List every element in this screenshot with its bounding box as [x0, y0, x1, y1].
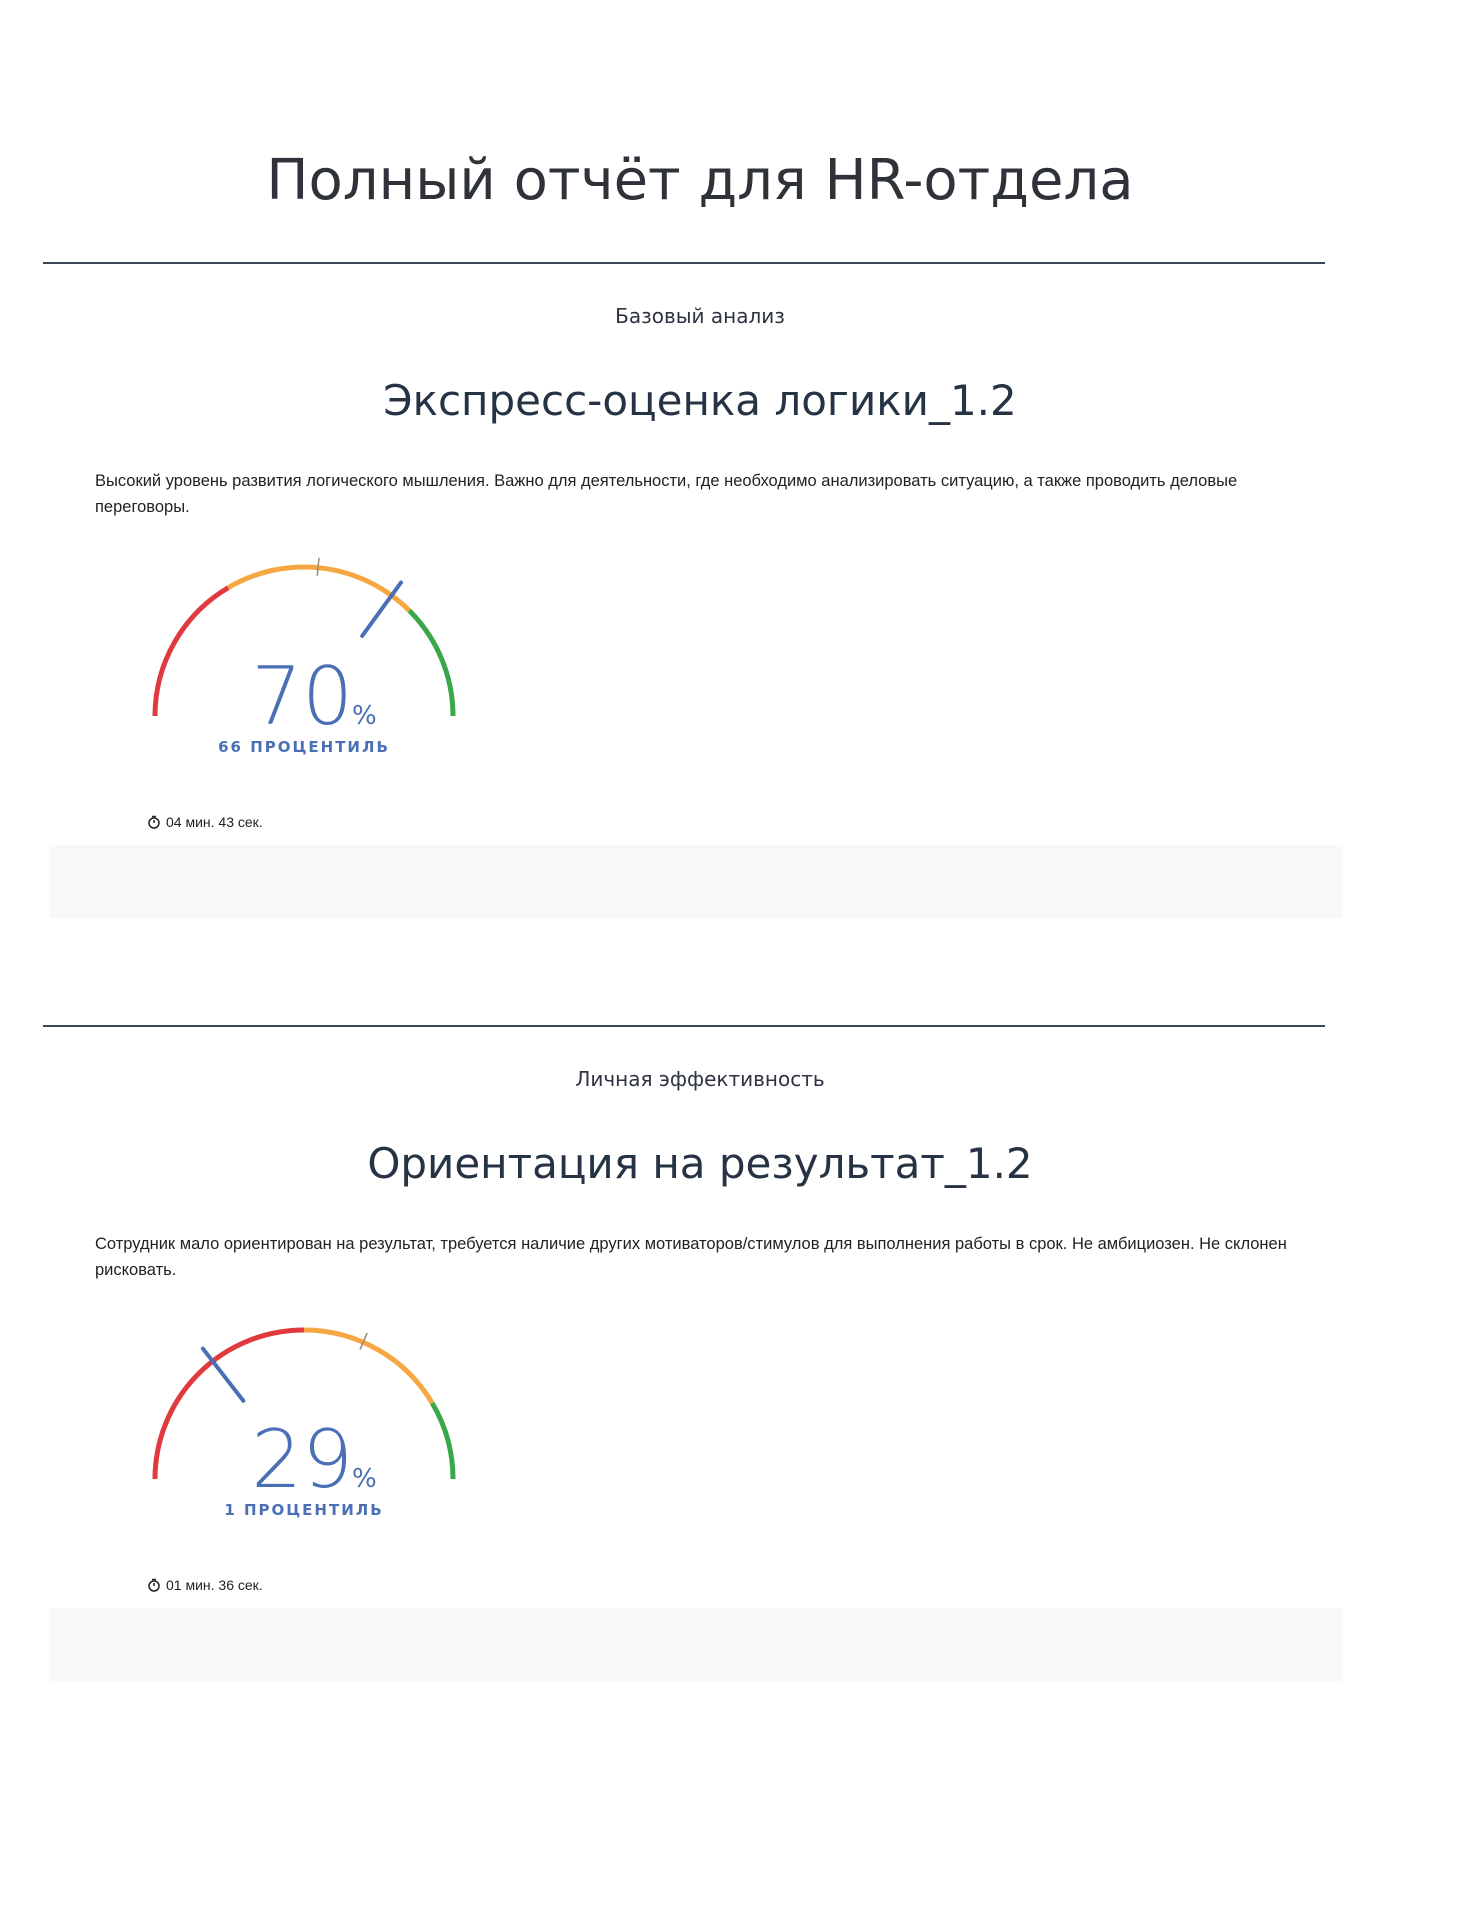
- gauge-needle: [360, 580, 403, 638]
- time-text: 01 мин. 36 сек.: [166, 1577, 263, 1593]
- section: Базовый анализ Экспресс-оценка логики_1.2…: [0, 262, 1484, 962]
- divider: [43, 1025, 1325, 1027]
- norm-marker: [316, 557, 320, 576]
- time-text: 04 мин. 43 сек.: [166, 814, 263, 830]
- score-value: 70: [251, 650, 353, 743]
- section-category: Базовый анализ: [615, 304, 785, 328]
- gauge-needle: [200, 1346, 246, 1403]
- gauge-zone: [430, 1401, 456, 1480]
- timer-face: [148, 817, 160, 829]
- percent-sign: %: [352, 701, 377, 731]
- section-category: Личная эффективность: [575, 1067, 825, 1091]
- gauge-zone: [152, 585, 230, 717]
- time-spent: 04 мин. 43 сек.: [147, 814, 263, 830]
- percentile: 1 ПРОЦЕНТИЛЬ: [224, 1501, 383, 1519]
- percentile: 66 ПРОЦЕНТИЛЬ: [218, 738, 390, 756]
- gauge-zone: [226, 564, 412, 613]
- percent-sign: %: [352, 1464, 377, 1494]
- gauge-zone: [303, 1327, 435, 1405]
- gauge-zone: [152, 1327, 305, 1480]
- comment-box: [49, 845, 1343, 918]
- norm-marker: [359, 1332, 368, 1350]
- section: Личная эффективность Ориентация на резуль…: [0, 1025, 1484, 1725]
- timer-face: [148, 1580, 160, 1592]
- gauge: 70 % 66 ПРОЦЕНТИЛЬ: [152, 557, 456, 756]
- divider: [43, 262, 1325, 264]
- timer-icon: [148, 1578, 160, 1592]
- time-spent: 01 мин. 36 сек.: [147, 1577, 263, 1593]
- section-description: Высокий уровень развития логического мыш…: [95, 472, 1238, 516]
- gauge-zone: [407, 608, 456, 717]
- timer-icon: [148, 815, 160, 829]
- section-description: Сотрудник мало ориентирован на результат…: [95, 1235, 1287, 1279]
- section-title: Ориентация на результат_1.2: [367, 1139, 1033, 1188]
- score-value: 29: [251, 1413, 353, 1506]
- comment-box: [49, 1608, 1343, 1681]
- section-title: Экспресс-оценка логики_1.2: [383, 376, 1017, 425]
- gauge: 29 % 1 ПРОЦЕНТИЛЬ: [152, 1327, 456, 1519]
- report-title: Полный отчёт для HR-отдела: [266, 148, 1134, 213]
